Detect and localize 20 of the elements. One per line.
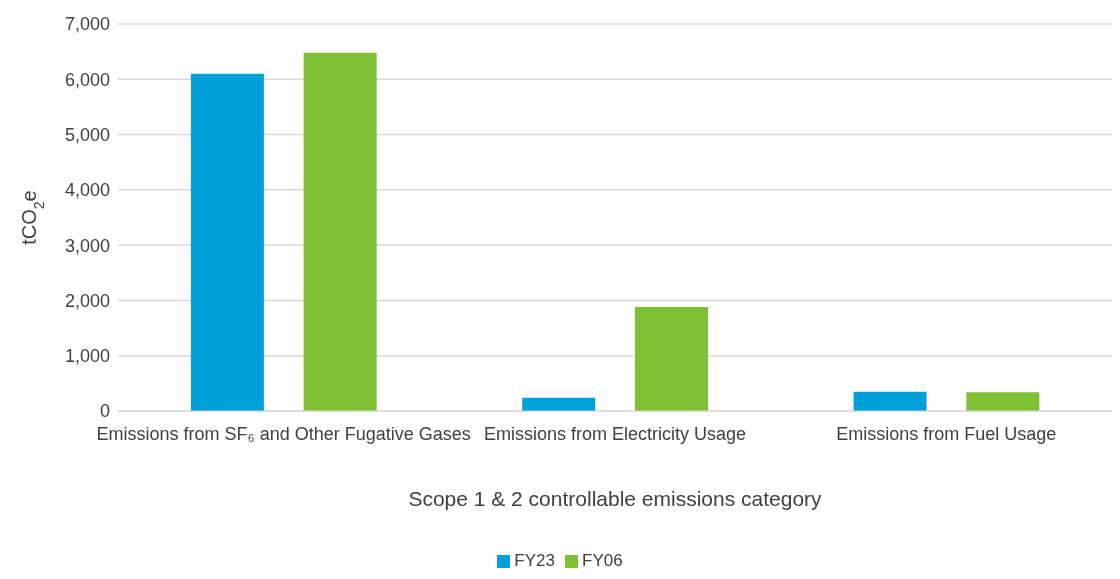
x-tick-label: Emissions from Fuel Usage	[836, 423, 1057, 444]
y-tick-label: 7,000	[64, 14, 110, 35]
bar	[853, 391, 927, 411]
bar	[522, 397, 596, 411]
bar	[634, 307, 708, 411]
y-tick-label: 5,000	[64, 124, 110, 145]
x-axis-title: Scope 1 & 2 controllable emissions category	[408, 486, 823, 510]
legend-label: FY06	[582, 551, 623, 570]
bar	[966, 392, 1040, 411]
bar	[303, 52, 377, 411]
y-tick-label: 1,000	[64, 346, 110, 367]
x-tick-label: Emissions from Electricity Usage	[483, 423, 747, 444]
y-tick-label: 6,000	[64, 69, 110, 90]
y-tick-label: 4,000	[64, 180, 110, 201]
y-tick-label: 2,000	[64, 290, 110, 311]
x-tick-label: Emissions from SF₆ and Other Fugative Gases	[96, 423, 471, 444]
y-tick-label: 0	[99, 401, 110, 422]
y-tick-label: 3,000	[64, 235, 110, 256]
legend-label: FY23	[514, 551, 555, 570]
bar	[190, 73, 264, 411]
